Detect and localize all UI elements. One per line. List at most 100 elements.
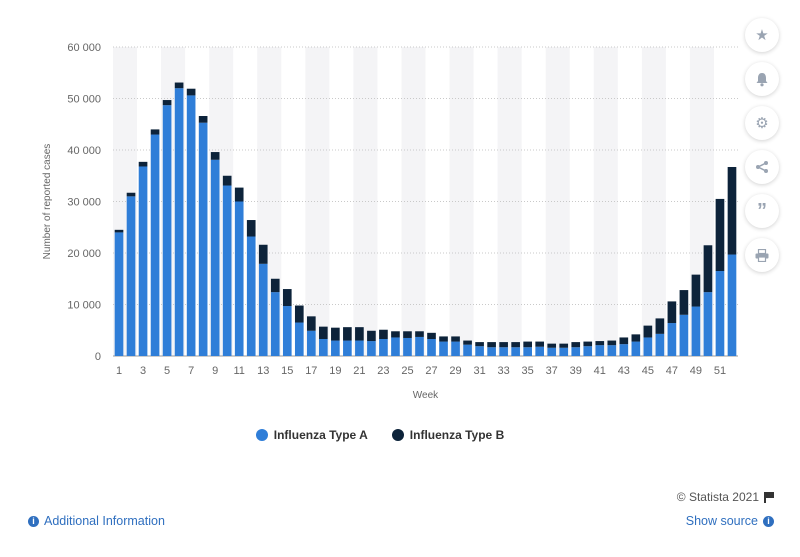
legend-item-type-a[interactable]: Influenza Type A bbox=[255, 428, 368, 442]
bar-type-a bbox=[487, 347, 496, 356]
y-tick-label: 50 000 bbox=[67, 94, 101, 106]
bar-type-b bbox=[331, 327, 340, 341]
bar-type-a bbox=[631, 341, 641, 356]
bar-type-a bbox=[258, 263, 268, 356]
bar-type-a bbox=[547, 347, 557, 356]
bar-type-b bbox=[511, 342, 520, 348]
bar-type-b bbox=[282, 289, 292, 307]
bar-type-b bbox=[547, 343, 557, 348]
bar-type-a bbox=[511, 347, 520, 356]
bar-type-a bbox=[150, 134, 160, 356]
bar-type-b bbox=[619, 337, 629, 345]
bar-type-a bbox=[234, 201, 244, 356]
x-tick-label: 5 bbox=[164, 365, 170, 377]
bar-type-b bbox=[270, 278, 280, 293]
bar-type-b bbox=[451, 336, 460, 342]
chart-legend: Influenza Type A Influenza Type B bbox=[0, 428, 760, 442]
bar-type-b bbox=[727, 166, 737, 255]
x-tick-label: 19 bbox=[329, 365, 341, 377]
bar-type-b bbox=[415, 331, 424, 337]
x-tick-label: 31 bbox=[473, 365, 485, 377]
bell-icon bbox=[756, 72, 768, 86]
bar-type-b bbox=[679, 290, 689, 315]
cite-button[interactable]: ” bbox=[745, 194, 779, 228]
y-tick-label: 0 bbox=[95, 351, 101, 363]
bar-type-b bbox=[186, 88, 196, 96]
bar-type-b bbox=[499, 342, 508, 348]
x-tick-label: 15 bbox=[281, 365, 293, 377]
bar-type-a bbox=[499, 347, 508, 356]
bar-type-b bbox=[379, 329, 388, 340]
bar-type-b bbox=[234, 187, 244, 202]
bar-type-b bbox=[355, 327, 364, 341]
info-icon: i bbox=[28, 515, 39, 527]
bar-type-a bbox=[715, 271, 725, 356]
bar-type-a bbox=[643, 337, 653, 356]
gear-icon: ⚙ bbox=[755, 115, 769, 132]
bar-type-a bbox=[198, 122, 208, 356]
credit-text: © Statista 2021 bbox=[676, 490, 759, 504]
statista-credit[interactable]: © Statista 2021 bbox=[677, 490, 774, 504]
bar-type-b bbox=[643, 325, 653, 338]
bar-type-a bbox=[571, 347, 581, 356]
x-tick-label: 49 bbox=[690, 365, 702, 377]
bar-type-b bbox=[655, 318, 665, 334]
bar-type-a bbox=[451, 341, 460, 356]
y-tick-label: 30 000 bbox=[67, 197, 101, 209]
legend-item-type-b[interactable]: Influenza Type B bbox=[391, 428, 504, 442]
y-tick-label: 10 000 bbox=[67, 300, 101, 312]
x-tick-label: 3 bbox=[140, 365, 146, 377]
bar-type-a bbox=[379, 339, 388, 356]
bar-type-b bbox=[114, 229, 124, 233]
bar-type-a bbox=[583, 346, 593, 356]
x-tick-label: 33 bbox=[498, 365, 510, 377]
bar-type-a bbox=[126, 196, 136, 356]
x-axis-title: Week bbox=[413, 390, 439, 401]
bar-type-b bbox=[595, 341, 605, 346]
flag-icon bbox=[764, 492, 774, 503]
share-icon bbox=[756, 161, 768, 173]
favorite-button[interactable]: ★ bbox=[745, 18, 779, 52]
x-tick-label: 27 bbox=[425, 365, 437, 377]
bar-type-b bbox=[715, 198, 725, 272]
bar-type-b bbox=[559, 343, 569, 348]
bar-type-a bbox=[559, 347, 569, 356]
quote-icon: ” bbox=[757, 199, 767, 222]
bar-type-a bbox=[186, 95, 196, 356]
x-tick-label: 21 bbox=[353, 365, 365, 377]
x-tick-label: 11 bbox=[233, 365, 244, 377]
bar-type-a bbox=[703, 292, 713, 356]
bar-type-b bbox=[367, 330, 376, 342]
additional-information-link[interactable]: i Additional Information bbox=[28, 514, 165, 528]
print-button[interactable] bbox=[745, 238, 779, 272]
x-tick-label: 13 bbox=[257, 365, 269, 377]
bar-type-a bbox=[619, 344, 629, 356]
bar-type-b bbox=[463, 340, 472, 345]
x-tick-label: 41 bbox=[594, 365, 606, 377]
bar-type-b bbox=[631, 334, 641, 342]
notification-button[interactable] bbox=[745, 62, 779, 96]
bar-type-b bbox=[403, 331, 412, 338]
show-source-link[interactable]: Show source i bbox=[686, 514, 774, 528]
x-tick-label: 51 bbox=[714, 365, 726, 377]
show-source-label: Show source bbox=[685, 514, 758, 528]
x-tick-label: 9 bbox=[212, 365, 218, 377]
settings-button[interactable]: ⚙ bbox=[745, 106, 779, 140]
bar-type-b bbox=[138, 161, 148, 167]
bar-type-a bbox=[607, 345, 617, 356]
bar-type-b bbox=[258, 244, 268, 264]
bar-type-a bbox=[595, 345, 605, 356]
legend-label-type-a: Influenza Type A bbox=[273, 428, 368, 442]
bar-type-a bbox=[270, 292, 280, 356]
bar-type-b bbox=[583, 341, 593, 347]
bar-type-b bbox=[222, 175, 232, 186]
bar-type-a bbox=[319, 339, 328, 356]
bar-type-a bbox=[162, 105, 172, 356]
print-icon bbox=[755, 248, 769, 262]
bar-type-a bbox=[523, 347, 532, 356]
y-tick-label: 60 000 bbox=[67, 42, 101, 54]
bar-type-a bbox=[114, 232, 124, 356]
share-button[interactable] bbox=[745, 150, 779, 184]
x-tick-label: 25 bbox=[401, 365, 413, 377]
